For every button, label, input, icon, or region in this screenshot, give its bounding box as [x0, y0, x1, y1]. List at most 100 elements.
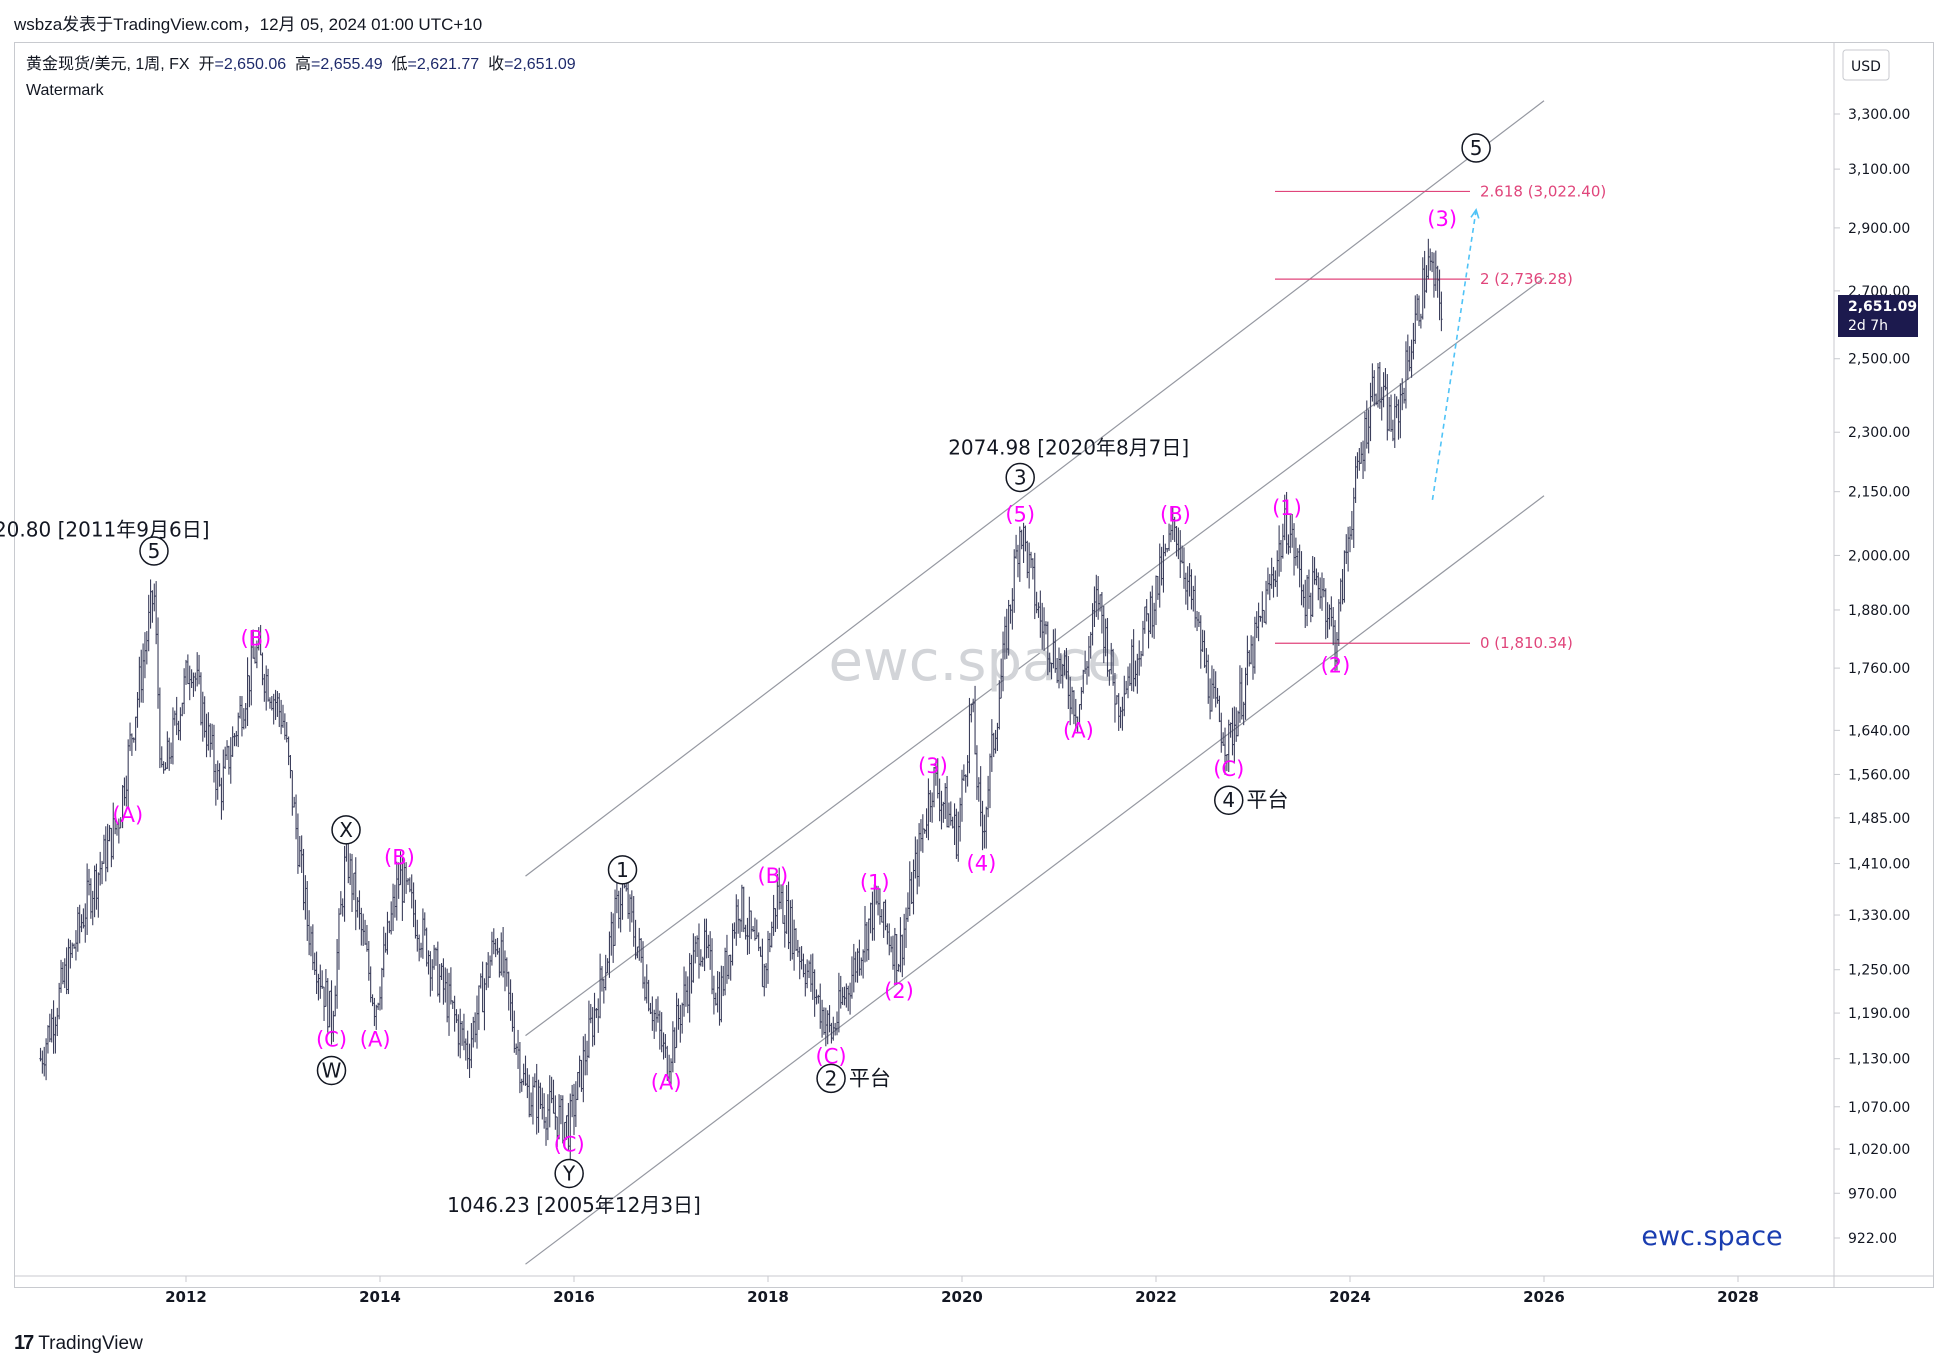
wave-circled-label: 5	[1470, 136, 1483, 160]
legend-open-label: 开	[198, 56, 215, 73]
wave-label: (A)	[360, 1027, 391, 1051]
wave-circle	[1005, 462, 1035, 493]
legend-symbol: 黄金现货/美元, 1周, FX	[26, 56, 190, 73]
time-axis-label: 2018	[747, 1288, 789, 1306]
wave-label: (1)	[860, 871, 890, 895]
wave-circle	[607, 855, 638, 885]
legend: 黄金现货/美元, 1周, FX 开=2,650.06 高=2,655.49 低=…	[26, 52, 576, 104]
legend-high-value: =2,655.49	[311, 56, 383, 73]
price-axis-label: 1,190.00	[1848, 1006, 1910, 1022]
wave-label: (2)	[884, 979, 914, 1003]
price-annotation: 1920.80 [2011年9月6日]	[0, 517, 210, 541]
legend-low-value: =2,621.77	[407, 56, 480, 73]
channel-lower-line	[525, 495, 1545, 1265]
wave-circle	[816, 1063, 846, 1094]
price-axis-label: 1,020.00	[1848, 1142, 1910, 1158]
publisher-line: wsbza发表于TradingView.com，12月 05, 2024 01:…	[14, 15, 483, 34]
price-axis-label: 2,000.00	[1848, 548, 1910, 564]
legend-ohlc-row: 黄金现货/美元, 1周, FX 开=2,650.06 高=2,655.49 低=…	[26, 52, 576, 78]
wave-circled-label: 1	[616, 858, 629, 882]
wave-circle	[139, 536, 169, 566]
wave-circle	[331, 815, 361, 845]
price-axis-label: 1,485.00	[1848, 811, 1910, 827]
price-axis-label: 1,760.00	[1848, 661, 1910, 677]
wave-circled-label: W	[322, 1058, 342, 1082]
wave-annotations: 1920.80 [2011年9月6日]5(A)(B)X(B)(C)W(A)(C)…	[0, 133, 1491, 1217]
countdown-label: 2d 7h	[1848, 318, 1888, 334]
wave-label: (5)	[1005, 503, 1035, 527]
projection-dashed-line	[1431, 209, 1477, 501]
fib-levels: 2.618 (3,022.40) 2 (2,736.28) 0 (1,810.34)	[1275, 182, 1606, 652]
price-axis-label: 922.00	[1848, 1231, 1897, 1247]
price-axis-label: 970.00	[1848, 1186, 1897, 1202]
time-axis-label: 2020	[941, 1288, 983, 1306]
wave-label: (3)	[918, 754, 948, 778]
wave-label: (C)	[1213, 757, 1244, 781]
wave-label: (B)	[1160, 503, 1191, 527]
watermark: ewc.space	[828, 629, 1121, 694]
time-axis[interactable]: 2012 2014 2016 2018 2020 2022 2024 2026 2028	[165, 1276, 1759, 1306]
projection-arrowhead	[1470, 208, 1480, 219]
wave-circled-label: 5	[148, 539, 161, 563]
time-axis-label: 2014	[359, 1288, 401, 1306]
price-annotation: 1046.23 [2005年12月3日]	[447, 1193, 701, 1217]
wave-circled-label: 3	[1014, 465, 1027, 489]
wave-circle	[1461, 133, 1491, 163]
chart-frame[interactable]	[14, 42, 1934, 1288]
wave-label: (3)	[1427, 207, 1457, 231]
tradingview-logo[interactable]: 17 TradingView	[14, 1332, 143, 1355]
price-annotation: 平台	[1247, 788, 1289, 812]
wave-label: (A)	[112, 803, 143, 827]
price-axis-label: 3,100.00	[1848, 162, 1910, 178]
wave-label: (2)	[1321, 654, 1351, 678]
wave-label: (C)	[316, 1027, 347, 1051]
price-axis-label: 3,300.00	[1848, 107, 1910, 123]
wave-circled-label: X	[339, 818, 353, 842]
wave-label: (A)	[651, 1070, 682, 1094]
fib-level-label: 0 (1,810.34)	[1480, 634, 1573, 652]
time-axis-label: 2028	[1717, 1288, 1759, 1306]
legend-close-value: =2,651.09	[504, 56, 576, 73]
projection-line	[1431, 208, 1480, 501]
wave-circle	[316, 1055, 347, 1086]
price-axis-label: 1,640.00	[1848, 723, 1910, 739]
price-axis-label: 1,880.00	[1848, 603, 1910, 619]
channel-upper-line	[525, 100, 1545, 877]
legend-low-label: 低	[391, 56, 408, 73]
price-axis-label: 1,250.00	[1848, 963, 1910, 979]
tradingview-logo-text: TradingView	[38, 1332, 143, 1354]
wave-label: (1)	[1272, 496, 1302, 520]
time-axis-label: 2026	[1523, 1288, 1565, 1306]
fib-level-label: 2.618 (3,022.40)	[1480, 182, 1606, 200]
brand-tag: ewc.space	[1641, 1221, 1782, 1252]
legend-close-label: 收	[488, 56, 505, 73]
legend-open-value: =2,650.06	[214, 56, 287, 73]
wave-circled-label: Y	[562, 1161, 576, 1185]
legend-high-label: 高	[295, 56, 312, 73]
price-axis-label: 2,150.00	[1848, 485, 1910, 501]
wave-label: (B)	[384, 845, 415, 869]
wave-label: (A)	[1063, 718, 1094, 742]
wave-circle	[1214, 785, 1244, 815]
current-price-tag: 2,651.09 2d 7h	[1838, 295, 1918, 338]
fib-level-label: 2 (2,736.28)	[1480, 270, 1573, 288]
price-axis[interactable]: 3,300.003,100.002,900.002,700.002,500.00…	[1834, 107, 1910, 1247]
time-axis-label: 2016	[553, 1288, 595, 1306]
wave-label: (B)	[240, 627, 271, 651]
price-axis-label: 2,500.00	[1848, 352, 1910, 368]
wave-circle	[554, 1158, 584, 1189]
price-axis-label: 1,330.00	[1848, 908, 1910, 924]
price-axis-label: 1,410.00	[1848, 857, 1910, 873]
price-annotation: 平台	[849, 1066, 891, 1090]
tradingview-logo-icon: 17	[14, 1332, 34, 1354]
wave-circled-label: 4	[1222, 788, 1235, 812]
currency-box[interactable]	[1842, 49, 1890, 81]
wave-label: (B)	[757, 864, 788, 888]
wave-circled-label: 2	[825, 1066, 838, 1090]
currency-label: USD	[1851, 59, 1881, 75]
price-axis-label: 2,300.00	[1848, 425, 1910, 441]
price-annotation: 2074.98 [2020年8月7日]	[948, 436, 1189, 460]
candle-series	[39, 238, 1443, 1161]
legend-indicator[interactable]: Watermark	[26, 82, 104, 99]
